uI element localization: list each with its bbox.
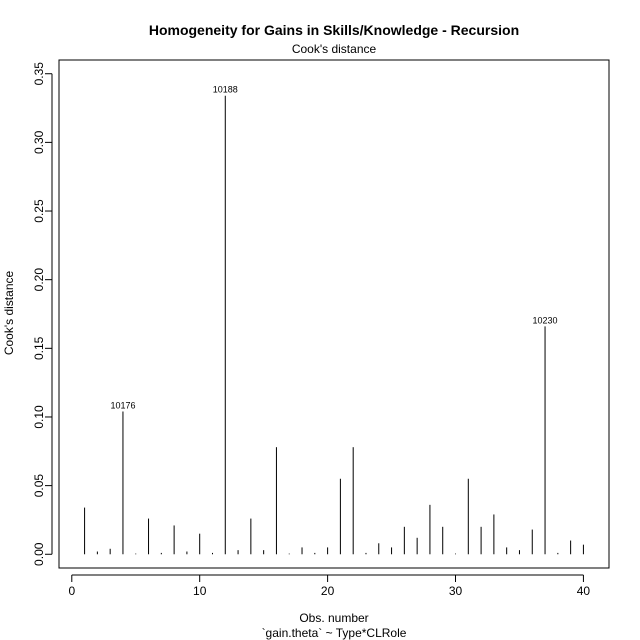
plot-frame <box>58 59 610 569</box>
point-label: 10188 <box>213 85 238 95</box>
y-tick-label: 0.05 <box>32 474 46 498</box>
y-tick-label: 0.15 <box>32 336 46 360</box>
x-tick-label: 20 <box>321 584 335 598</box>
y-tick-label: 0.30 <box>32 130 46 154</box>
y-tick-label: 0.35 <box>32 62 46 86</box>
chart-title: Homogeneity for Gains in Skills/Knowledg… <box>149 22 519 38</box>
y-axis-title: Cook's distance <box>2 271 16 356</box>
point-labels: 10176 10188 10230 <box>110 85 557 411</box>
y-axis: 0.00 0.05 0.10 0.15 0.20 0.25 0.30 0.35 <box>32 62 53 566</box>
y-tick-label: 0.25 <box>32 199 46 223</box>
x-tick-label: 0 <box>68 584 75 598</box>
y-tick-label: 0.10 <box>32 405 46 429</box>
x-axis: 0 10 20 30 40 <box>68 574 591 598</box>
x-axis-subtitle: `gain.theta` ~ Type*CLRole <box>262 626 407 640</box>
point-label: 10230 <box>533 315 558 325</box>
x-tick-label: 30 <box>449 584 463 598</box>
chart-subtitle: Cook's distance <box>292 42 377 56</box>
x-tick-label: 10 <box>193 584 207 598</box>
data-spikes <box>84 95 584 555</box>
y-tick-label: 0.00 <box>32 542 46 566</box>
x-tick-label: 40 <box>577 584 591 598</box>
point-label: 10176 <box>110 400 135 410</box>
y-tick-label: 0.20 <box>32 268 46 292</box>
x-axis-title: Obs. number <box>299 611 368 625</box>
